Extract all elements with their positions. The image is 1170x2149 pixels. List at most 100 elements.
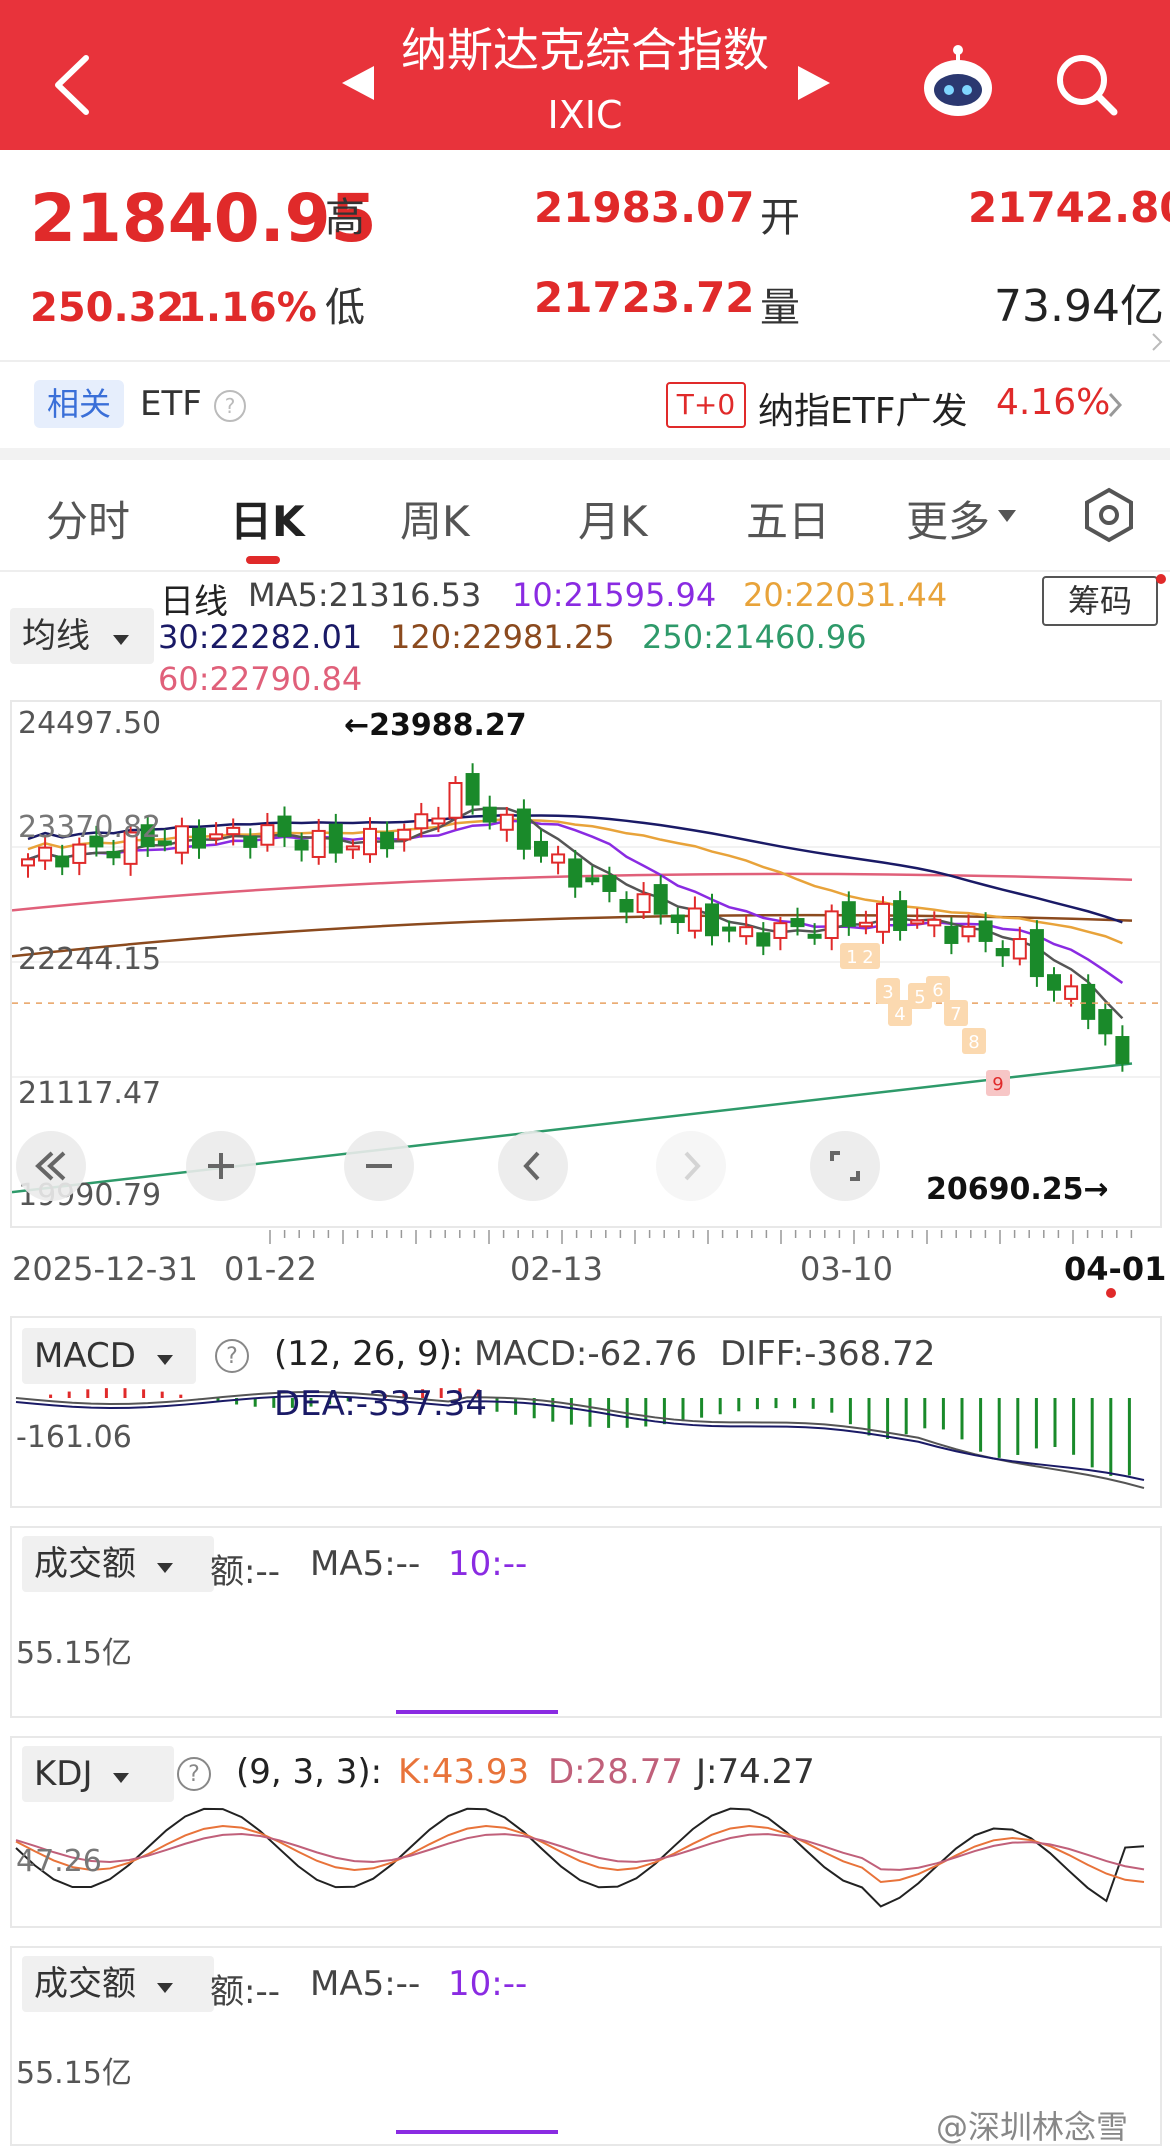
candle-body xyxy=(705,903,719,937)
candle-body xyxy=(294,839,309,851)
candle-body xyxy=(790,918,805,928)
robot-assistant-icon[interactable] xyxy=(918,42,998,122)
td-seq-box xyxy=(888,1000,912,1026)
volume-panel-2[interactable] xyxy=(10,1946,1162,2146)
chevron-left-icon xyxy=(523,1151,540,1181)
kdj-chart xyxy=(15,1807,1145,1908)
candle-body xyxy=(465,773,480,806)
candle-body xyxy=(89,835,104,848)
chevron-down-icon xyxy=(112,635,129,645)
minus-icon xyxy=(366,1164,392,1168)
ma60-value: 60:22790.84 xyxy=(158,660,363,698)
zoom-in-button[interactable] xyxy=(186,1131,256,1201)
tab-monthly-k[interactable]: 月K xyxy=(578,497,648,546)
kdj-k: K:43.93 xyxy=(398,1752,530,1792)
candle-body xyxy=(72,843,87,864)
candle-body xyxy=(38,846,53,862)
chip-button[interactable]: 筹码 xyxy=(1042,576,1158,626)
svg-text:?: ? xyxy=(225,394,236,418)
scroll-right-button[interactable] xyxy=(656,1131,726,1201)
tab-intraday[interactable]: 分时 xyxy=(46,497,131,546)
tab-more[interactable]: 更多 xyxy=(906,497,991,546)
td-seq-box xyxy=(926,976,950,1002)
candle-body xyxy=(910,919,925,925)
chevron-right-icon xyxy=(684,1151,701,1181)
svg-text:?: ? xyxy=(226,1344,238,1369)
rewind-button[interactable] xyxy=(16,1131,86,1201)
macd-dea: DEA:-337.34 xyxy=(274,1384,488,1424)
scroll-left-button[interactable] xyxy=(498,1131,568,1201)
candle-body xyxy=(841,901,856,927)
ma30-line xyxy=(27,813,1123,924)
candle-body xyxy=(807,933,822,939)
candle-body xyxy=(414,813,429,830)
candle-body xyxy=(363,827,377,856)
help-icon[interactable]: ? xyxy=(212,388,248,424)
day-line-label: 日线 xyxy=(160,582,228,622)
etf-fund-name[interactable]: 纳指ETF广发 xyxy=(758,391,968,432)
tab-five-day[interactable]: 五日 xyxy=(746,497,831,546)
macd-chart xyxy=(15,1388,1145,1489)
ma10-value: 10:21595.94 xyxy=(512,576,717,614)
candle-body xyxy=(653,884,668,915)
min-price-note: 20690.25→ xyxy=(926,1172,1109,1207)
volume-amount: 额:-- xyxy=(210,1552,280,1592)
open-label: 开 xyxy=(760,195,800,241)
prev-index-icon[interactable] xyxy=(340,64,376,102)
candle-body xyxy=(380,831,395,850)
date-label-3: 02-13 xyxy=(510,1250,603,1288)
candle-body xyxy=(585,877,600,883)
notification-dot xyxy=(1156,574,1166,584)
volume-selector[interactable]: 成交额 xyxy=(22,1536,214,1592)
y-axis-label-2: 23370.82 xyxy=(18,810,162,845)
candle-body xyxy=(961,925,976,938)
volume-value: 73.94亿 xyxy=(994,281,1164,332)
td-seq-number: 3 xyxy=(882,982,893,1003)
double-chevron-left-icon xyxy=(35,1151,66,1181)
td-seq-box xyxy=(962,1028,986,1054)
tab-weekly-k[interactable]: 周K xyxy=(400,497,470,546)
td-seq-box xyxy=(876,978,900,1004)
chevron-down-icon[interactable] xyxy=(996,508,1018,524)
kdj-d-line xyxy=(15,1833,1145,1871)
next-index-icon[interactable] xyxy=(796,64,832,102)
tab-daily-k[interactable]: 日K xyxy=(230,497,305,546)
open-value: 21742.80 xyxy=(968,183,1170,232)
chevron-right-icon[interactable] xyxy=(1106,390,1124,420)
macd-panel[interactable] xyxy=(10,1316,1162,1508)
ma-selector[interactable]: 均线 xyxy=(10,608,154,664)
candle-body xyxy=(602,875,617,892)
ma250-value: 250:21460.96 xyxy=(642,618,867,656)
macd-axis-label: -161.06 xyxy=(16,1420,132,1455)
td-seq-number: 8 xyxy=(968,1032,979,1053)
watermark: @深圳林念雪 xyxy=(936,2108,1129,2146)
help-icon[interactable]: ? xyxy=(174,1754,214,1794)
td-seq-box xyxy=(986,1070,1010,1096)
candle-body xyxy=(174,825,189,854)
date-axis-ticks xyxy=(10,1230,1158,1246)
zoom-out-button[interactable] xyxy=(344,1131,414,1201)
dea-line xyxy=(15,1395,1145,1481)
candle-body xyxy=(722,926,737,932)
td-seq-number: 4 xyxy=(894,1004,905,1025)
volume-selector-label: 成交额 xyxy=(34,1544,136,1584)
ma30-value: 30:22282.01 xyxy=(158,618,363,656)
chevron-down-icon xyxy=(113,1773,130,1783)
price-change-pct: 1.16% xyxy=(178,285,317,331)
fullscreen-button[interactable] xyxy=(810,1131,880,1201)
volume-selector-2[interactable]: 成交额 xyxy=(22,1956,214,2012)
macd-selector[interactable]: MACD xyxy=(22,1328,196,1384)
settings-hexagon-icon[interactable] xyxy=(1080,486,1138,544)
kdj-selector[interactable]: KDJ xyxy=(22,1746,174,1802)
back-arrow-icon[interactable] xyxy=(48,52,94,118)
search-icon[interactable] xyxy=(1054,52,1120,118)
index-code: IXIC xyxy=(547,93,623,137)
kdj-panel[interactable] xyxy=(10,1736,1162,1928)
expand-chevron-icon[interactable] xyxy=(1150,332,1164,352)
active-tab-indicator xyxy=(246,556,280,564)
help-icon[interactable]: ? xyxy=(212,1336,252,1376)
candle-body xyxy=(140,824,155,848)
candle-body xyxy=(756,932,771,947)
